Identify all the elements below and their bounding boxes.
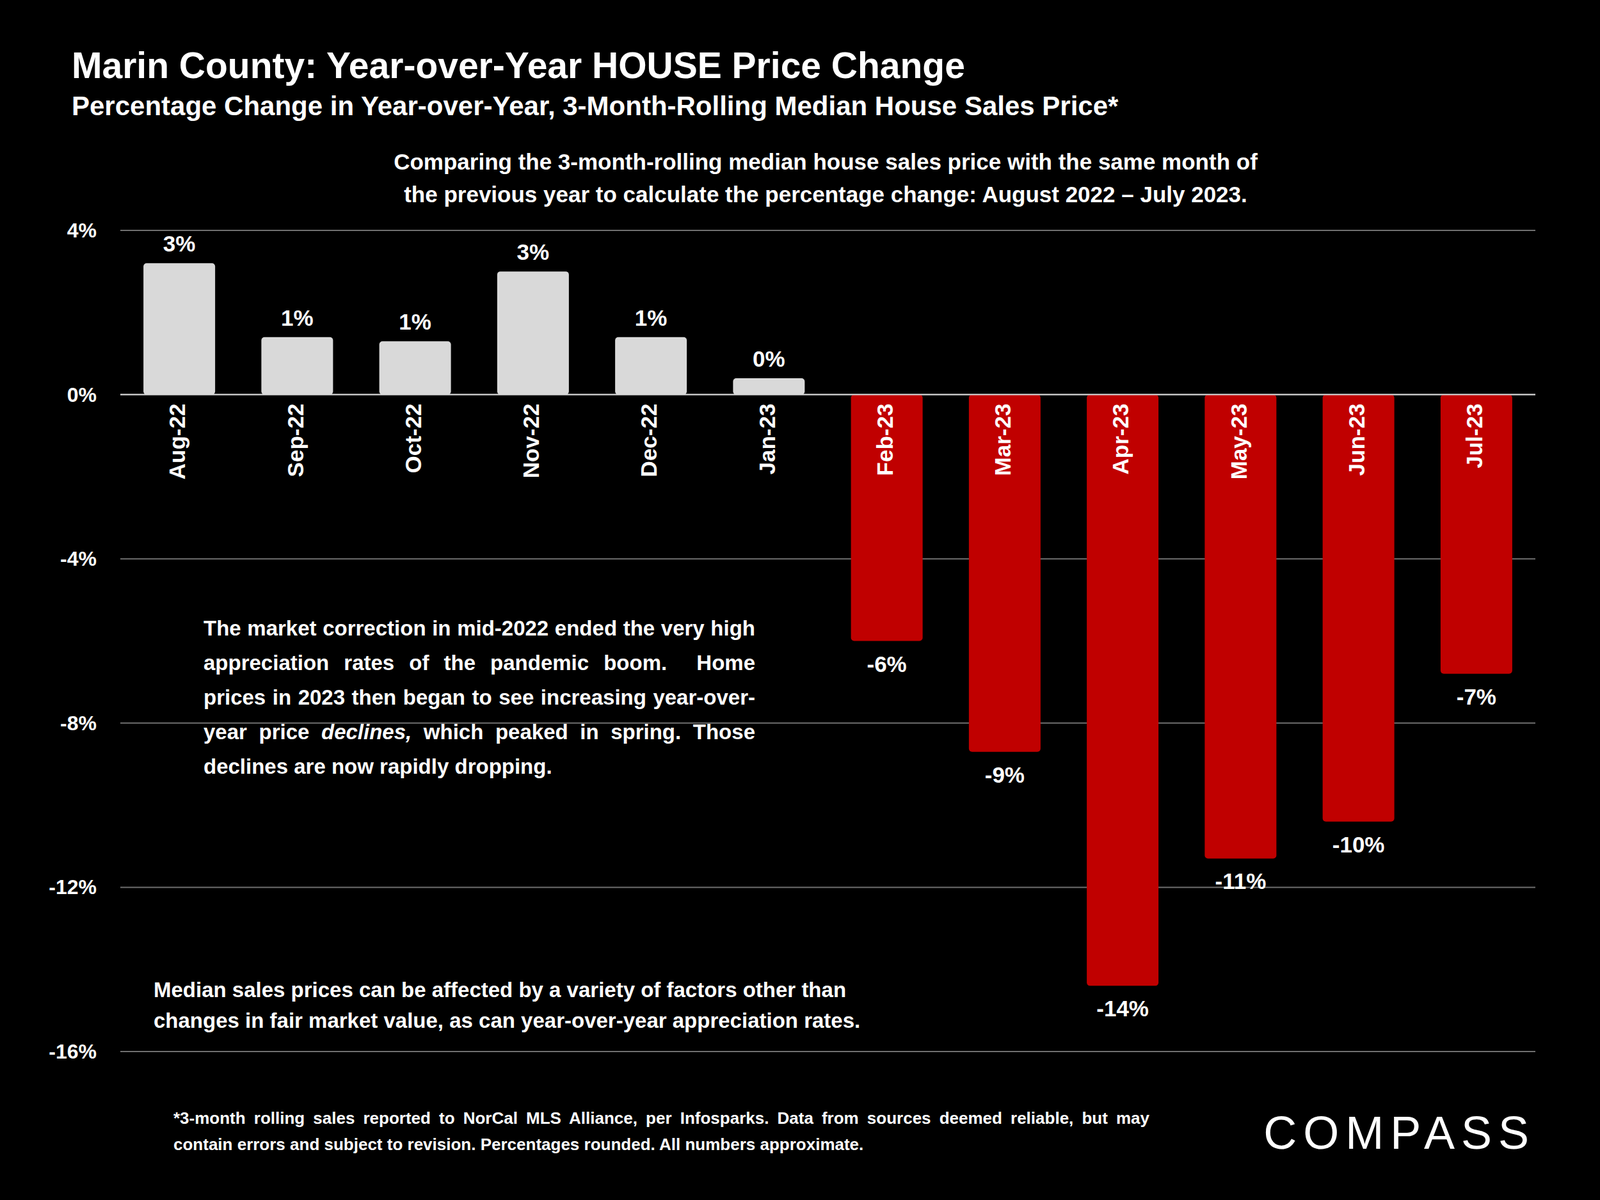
category-label: May-23 [1226,403,1252,480]
bar [1440,394,1513,674]
bar [1204,394,1277,859]
y-tick-label: -4% [60,547,97,571]
data-label: -14% [1096,995,1149,1021]
grid-line [120,1050,1536,1053]
bar [379,341,452,395]
description: the previous year to calculate the perce… [403,181,1248,207]
bar [143,263,216,395]
category-label: Dec-22 [636,403,662,478]
category-label: Jan-23 [754,403,780,475]
chart: Marin County: Year-over-Year HOUSE Price… [0,0,1600,1200]
data-label: 3% [517,239,550,265]
bar [261,337,333,395]
data-label: -6% [867,651,907,677]
bar [732,378,805,395]
category-label: Feb-23 [872,403,898,477]
data-label: 3% [163,231,196,256]
data-label: -10% [1332,832,1385,857]
data-label: -9% [984,762,1025,788]
bar [851,394,923,642]
category-label: Jun-23 [1344,403,1369,477]
data-label: 1% [280,305,314,331]
footnote: *3-month rolling sales reported to NorCa… [173,1105,1150,1158]
data-label: -11% [1214,868,1266,894]
note: Median sales prices can be affected by a… [153,977,847,1002]
grid-line [120,394,1536,396]
data-label: -7% [1456,684,1497,710]
grid-line [120,229,1536,232]
data-label: 0% [752,346,786,372]
bar [1322,394,1395,822]
category-label: Mar-23 [990,403,1016,477]
background [0,0,1600,1200]
subtitle: Percentage Change in Year-over-Year, 3-M… [71,90,1119,121]
logo: COMPASS [1263,1107,1536,1159]
data-label: 1% [398,309,432,335]
bar [1086,394,1159,987]
y-tick-label: 0% [67,383,97,407]
annotation-text: declines, [321,720,412,744]
y-tick-label: 4% [67,218,97,242]
title: Marin County: Year-over-Year HOUSE Price… [71,44,966,86]
category-label: Aug-22 [164,403,190,480]
bar [968,394,1041,752]
bars [143,263,1513,986]
category-label: Jul-23 [1461,403,1487,469]
description: Comparing the 3-month-rolling median hou… [393,149,1258,175]
y-tick-label: -8% [60,711,97,735]
y-tick-label: -16% [48,1040,97,1064]
annotation: The market correction in mid-2022 ended … [203,611,756,784]
category-label: Sep-22 [282,403,308,478]
data-label: 1% [634,305,668,331]
category-label: Oct-22 [400,403,426,474]
zero-axis [120,394,1536,396]
note: changes in fair market value, as can yea… [153,1008,861,1033]
category-label: Apr-23 [1107,403,1133,475]
bar [497,271,569,395]
bar [615,337,687,395]
category-label: Nov-22 [518,403,544,479]
y-tick-label: -12% [48,875,97,899]
grid-line [120,886,1536,888]
